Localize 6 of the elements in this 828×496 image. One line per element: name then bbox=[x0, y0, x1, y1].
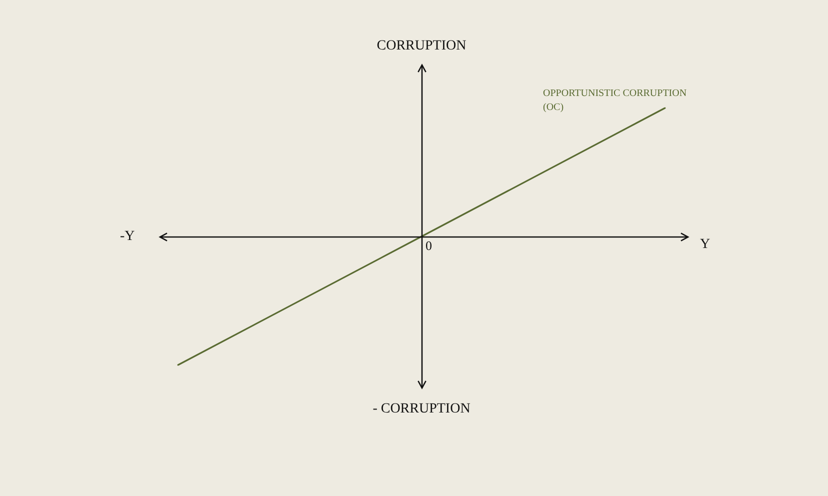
text: OPPORTUNISTIC CORRUPTION (OC) bbox=[543, 88, 687, 113]
annotation: 0 bbox=[426, 238, 432, 253]
text: Y bbox=[700, 237, 710, 252]
text: CORRUPTION bbox=[376, 38, 466, 54]
text: - CORRUPTION bbox=[372, 402, 470, 417]
text: -Y bbox=[120, 229, 135, 244]
